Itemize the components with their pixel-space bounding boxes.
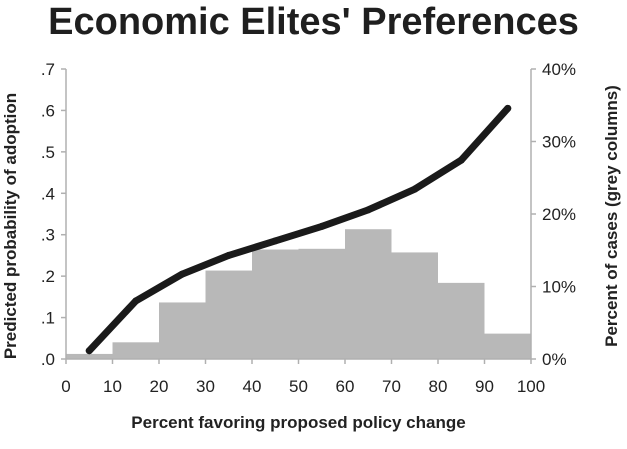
y-left-tick-label: .7 (41, 60, 55, 79)
x-tick-label: 30 (196, 377, 215, 396)
tick-labels: 0 10 20 30 40 50 60 70 80 90 100 .0 .1 .2 .3 .4 .5 .6 .7 0%… (41, 60, 576, 396)
x-tick-label: 60 (336, 377, 355, 396)
y-left-axis-title: Predicted probability of adoption (1, 93, 20, 359)
y-left-tick-label: .2 (41, 267, 55, 286)
histogram-bar (66, 353, 113, 359)
line-point (225, 251, 233, 259)
histogram-bar (438, 282, 485, 360)
y-left-tick-label: .4 (41, 184, 55, 203)
x-tick-label: 0 (61, 377, 70, 396)
y-left-tick-label: .6 (41, 101, 55, 120)
line-point (504, 104, 512, 112)
histogram-bar (345, 229, 392, 359)
probability-line (85, 104, 512, 355)
line-point (457, 156, 465, 164)
histogram-bar (484, 333, 531, 360)
line-point (364, 206, 372, 214)
probability-line-layer (85, 104, 512, 355)
x-tick-label: 40 (243, 377, 262, 396)
line-point (132, 297, 140, 305)
x-tick-label: 10 (103, 377, 122, 396)
histogram-bar (159, 302, 206, 359)
histogram-bar (112, 342, 159, 359)
x-tick-label: 20 (150, 377, 169, 396)
y-right-tick-label: 20% (542, 205, 576, 224)
line-point (318, 222, 326, 230)
chart-title: Economic Elites' Preferences (48, 1, 579, 43)
y-right-tick-label: 0% (542, 350, 567, 369)
y-left-tick-label: .3 (41, 226, 55, 245)
histogram-bar (205, 270, 252, 359)
x-axis-title: Percent favoring proposed policy change (131, 413, 465, 432)
line-point (178, 270, 186, 278)
y-right-tick-label: 30% (542, 133, 576, 152)
x-tick-label: 70 (382, 377, 401, 396)
histogram-bar (391, 252, 438, 359)
line-point (271, 237, 279, 245)
histogram-bar (252, 249, 299, 359)
y-right-tick-label: 40% (542, 60, 576, 79)
axes (61, 68, 536, 364)
x-tick-label: 80 (429, 377, 448, 396)
histogram-bar (298, 248, 345, 359)
line-point (411, 185, 419, 193)
y-left-tick-label: .0 (41, 350, 55, 369)
y-right-axis-title: Percent of cases (grey columns) (602, 85, 621, 347)
y-right-tick-label: 10% (542, 278, 576, 297)
x-tick-label: 50 (289, 377, 308, 396)
line-point (85, 347, 93, 355)
x-tick-label: 90 (475, 377, 494, 396)
y-left-tick-label: .5 (41, 143, 55, 162)
histogram-bars (66, 229, 531, 360)
x-tick-label: 100 (517, 377, 545, 396)
y-left-tick-label: .1 (41, 309, 55, 328)
